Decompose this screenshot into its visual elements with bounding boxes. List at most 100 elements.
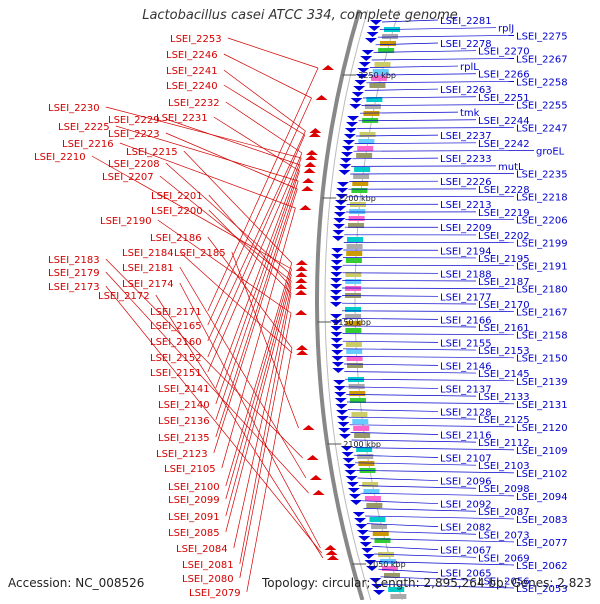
right-gene-label: LSEI_2235 (516, 170, 568, 181)
reverse-gene-arrow (348, 488, 360, 493)
left-gene-label: LSEI_2165 (150, 321, 202, 332)
reverse-gene-arrow (362, 50, 374, 55)
right-gene-label: LSEI_2247 (516, 123, 568, 134)
left-gene-label: LSEI_2084 (176, 544, 228, 555)
left-gene-label: LSEI_2230 (48, 103, 100, 114)
left-gene-label: LSEI_2105 (164, 464, 216, 475)
left-gene-label: LSEI_2080 (182, 574, 234, 585)
feature-block (349, 391, 365, 396)
left-gene-label: LSEI_2151 (150, 368, 202, 379)
genome-inner-ring (325, 10, 371, 600)
reverse-gene-arrow (330, 302, 342, 307)
reverse-gene-arrow (332, 356, 344, 361)
left-gene-label: LSEI_2181 (122, 263, 174, 274)
left-gene-label: LSEI_2140 (158, 400, 210, 411)
feature-block (345, 279, 361, 284)
reverse-gene-arrow (331, 248, 343, 253)
left-leader-line (240, 293, 291, 564)
reverse-gene-arrow (337, 182, 349, 187)
reverse-gene-arrow (332, 368, 344, 373)
forward-gene-arrow (313, 490, 325, 495)
axis-tick-label: 2050 kbp (368, 560, 406, 569)
left-gene-label: LSEI_2241 (166, 66, 218, 77)
left-gene-label: LSEI_2085 (168, 528, 220, 539)
forward-gene-arrow (326, 550, 338, 555)
feature-block (349, 209, 365, 214)
feature-block (353, 174, 369, 179)
left-gene-label: LSEI_2185 (174, 248, 226, 259)
right-leader-line (342, 288, 514, 289)
right-leader-line (358, 478, 438, 481)
feature-block (351, 188, 367, 193)
right-gene-label: LSEI_2109 (516, 446, 568, 457)
right-gene-label: LSEI_2083 (516, 515, 568, 526)
reverse-gene-arrow (331, 260, 343, 265)
reverse-gene-arrow (334, 392, 346, 397)
reverse-gene-arrow (336, 188, 348, 193)
left-gene-label: LSEI_2186 (150, 233, 202, 244)
left-gene-label: LSEI_2223 (108, 129, 160, 140)
left-leader-line (228, 38, 318, 68)
forward-gene-arrow (303, 425, 315, 430)
left-leader-line (224, 70, 306, 131)
accession-text: Accession: NC_008526 (8, 576, 144, 590)
reverse-gene-arrow (334, 206, 346, 211)
reverse-gene-arrow (332, 236, 344, 241)
left-gene-label: LSEI_2200 (151, 206, 203, 217)
right-gene-label: LSEI_2158 (516, 331, 568, 342)
right-gene-label: LSEI_2094 (516, 492, 568, 503)
left-gene-label: LSEI_2100 (168, 482, 220, 493)
reverse-gene-arrow (357, 530, 369, 535)
forward-gene-arrow (296, 350, 308, 355)
right-leader-line (366, 81, 514, 82)
right-gene-label: LSEI_2102 (516, 469, 568, 480)
forward-gene-arrow (322, 65, 334, 70)
forward-gene-arrow (305, 155, 317, 160)
feature-block (352, 419, 368, 424)
right-gene-label: LSEI_2139 (516, 377, 568, 388)
reverse-gene-arrow (353, 512, 365, 517)
feature-block (357, 146, 373, 151)
left-leader-line (224, 54, 312, 98)
right-gene-label: LSEI_2077 (516, 538, 568, 549)
forward-gene-arrow (306, 150, 318, 155)
reverse-gene-arrow (342, 452, 354, 457)
feature-block (347, 244, 363, 249)
reverse-gene-arrow (349, 104, 361, 109)
left-leader-line (214, 117, 300, 171)
feature-block (349, 216, 365, 221)
left-gene-label: LSEI_2210 (34, 152, 86, 163)
genome-summary-text: Topology: circular; Length: 2,895,264 bp… (262, 576, 592, 590)
left-leader-line (166, 119, 300, 165)
reverse-gene-arrow (352, 92, 364, 97)
reverse-gene-arrow (338, 170, 350, 175)
feature-block (345, 307, 361, 312)
left-gene-label: LSEI_2160 (150, 337, 202, 348)
reverse-gene-arrow (331, 350, 343, 355)
reverse-gene-arrow (333, 218, 345, 223)
reverse-gene-arrow (360, 542, 372, 547)
reverse-gene-arrow (343, 458, 355, 463)
left-gene-label: LSEI_2081 (182, 560, 234, 571)
reverse-gene-arrow (342, 146, 354, 151)
reverse-gene-arrow (332, 362, 344, 367)
forward-gene-arrow (295, 278, 307, 283)
reverse-gene-arrow (359, 62, 371, 67)
right-gene-label: LSEI_2199 (516, 239, 568, 250)
forward-gene-arrow (295, 272, 307, 277)
forward-gene-arrow (304, 162, 316, 167)
forward-gene-arrow (316, 95, 328, 100)
left-gene-label: LSEI_2232 (168, 98, 220, 109)
reverse-gene-arrow (338, 428, 350, 433)
reverse-gene-arrow (373, 590, 385, 595)
feature-block (369, 83, 385, 88)
right-leader-line (372, 58, 514, 60)
reverse-gene-arrow (330, 278, 342, 283)
left-gene-label: LSEI_2253 (170, 34, 222, 45)
forward-gene-arrow (309, 128, 321, 133)
right-gene-label: LSEI_2258 (516, 77, 568, 88)
reverse-gene-arrow (335, 398, 347, 403)
reverse-gene-arrow (337, 416, 349, 421)
